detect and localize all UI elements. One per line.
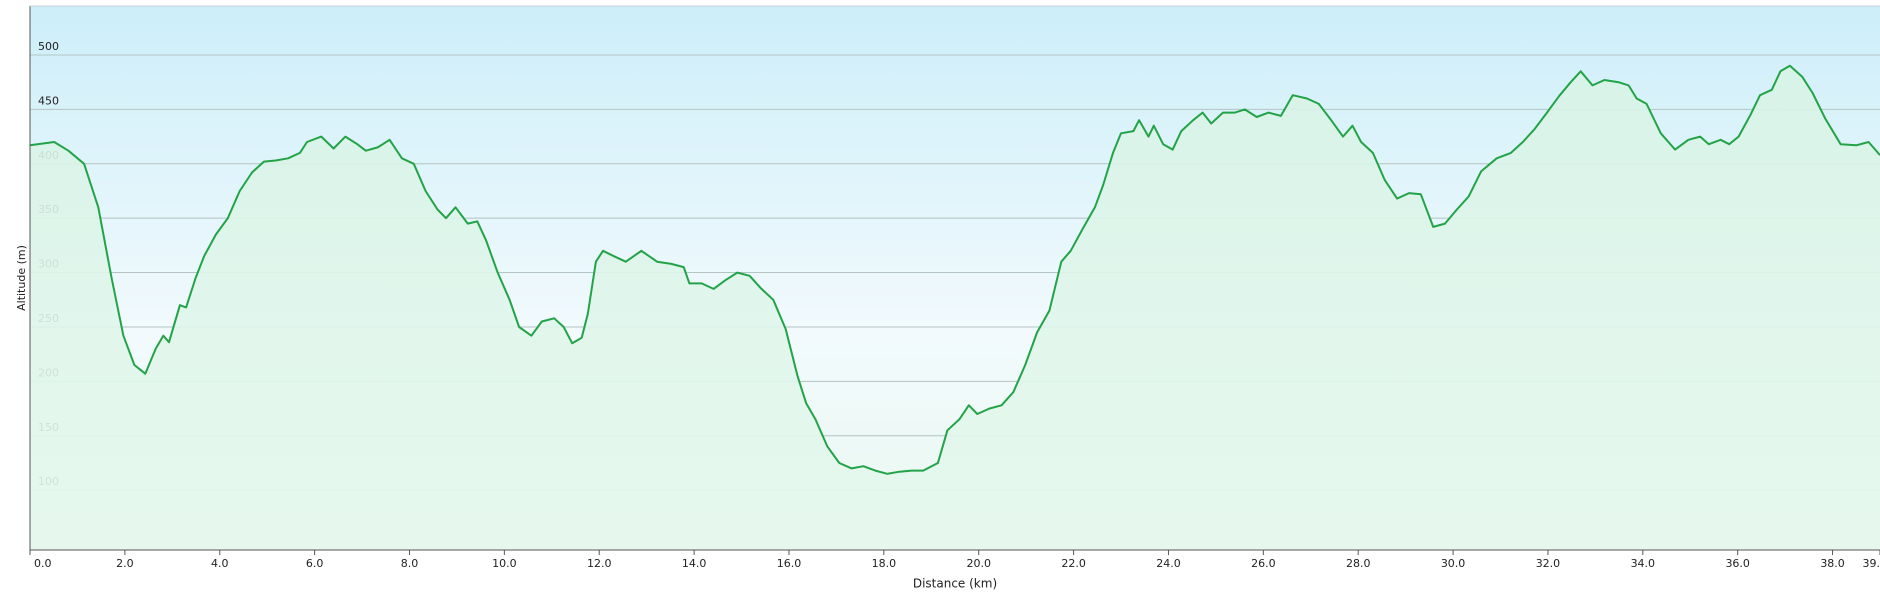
x-tick-label: 0.0: [34, 557, 52, 570]
x-axis-title: Distance (km): [913, 577, 997, 591]
x-tick-label: 26.0: [1251, 557, 1276, 570]
x-tick-label: 10.0: [492, 557, 517, 570]
x-tick-label: 22.0: [1061, 557, 1086, 570]
y-axis-title: Altitude (m): [15, 245, 28, 311]
x-tick-label: 34.0: [1631, 557, 1656, 570]
y-tick-label: 450: [38, 94, 59, 107]
x-tick-label: 30.0: [1441, 557, 1466, 570]
x-tick-label: 14.0: [682, 557, 707, 570]
x-tick-label: 18.0: [872, 557, 897, 570]
x-tick-label: 4.0: [211, 557, 229, 570]
x-tick-label: 32.0: [1536, 557, 1561, 570]
area-fill: [30, 65, 1880, 551]
x-tick-label: 28.0: [1346, 557, 1371, 570]
elevation-line: [29, 64, 1880, 475]
x-tick-label: 12.0: [587, 557, 612, 570]
x-tick-label: 39.: [1863, 557, 1880, 570]
x-tick-label: 16.0: [777, 557, 802, 570]
x-tick-label: 36.0: [1725, 557, 1750, 570]
x-tick-label: 24.0: [1156, 557, 1181, 570]
x-tick-label: 2.0: [116, 557, 134, 570]
x-tick-label: 8.0: [401, 557, 419, 570]
y-tick-label: 500: [38, 40, 59, 53]
x-tick-label: 6.0: [306, 557, 324, 570]
x-tick-label: 38.0: [1820, 557, 1845, 570]
x-tick-label: 20.0: [966, 557, 991, 570]
